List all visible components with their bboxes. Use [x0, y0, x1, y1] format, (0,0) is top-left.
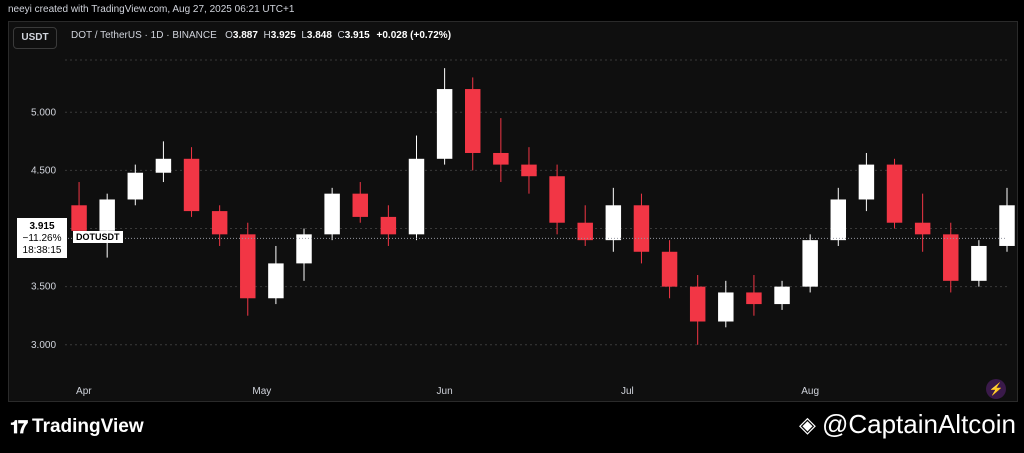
change-value: +0.028 (+0.72%) — [376, 30, 452, 41]
candle-body — [549, 176, 565, 223]
x-tick-label: Jun — [437, 386, 453, 397]
candle-body — [99, 199, 115, 231]
chart-legend: DOT / TetherUS · 1D · BINANCE O3.887 H3.… — [71, 30, 451, 41]
candle-body — [240, 234, 256, 299]
candle-body — [802, 240, 818, 287]
binance-diamond-icon: ◈ — [799, 411, 816, 437]
currency-button[interactable]: USDT — [13, 27, 57, 49]
candle-body — [914, 222, 931, 235]
candle-body — [296, 234, 312, 264]
y-tick-label: 4.500 — [31, 165, 56, 176]
footer-handle-text: @CaptainAltcoin — [821, 409, 1016, 439]
x-tick-label: Aug — [801, 386, 819, 397]
close-label: C — [337, 30, 345, 41]
footer-watermark: ◈ @CaptainAltcoin — [799, 409, 1016, 440]
credit-line: neeyi created with TradingView.com, Aug … — [8, 4, 295, 15]
current-price: 3.915 — [29, 221, 55, 233]
tradingview-logo: 𝟏𝟕 TradingView — [10, 416, 144, 438]
candle-body — [268, 263, 284, 299]
y-tick-label: 3.500 — [31, 282, 56, 293]
high-value: 3.925 — [270, 30, 296, 41]
candle-body — [436, 89, 453, 159]
chart-panel[interactable]: 3.0003.5004.0004.5005.000AprMayJunJulAug… — [8, 21, 1018, 402]
current-price-marker: 3.915 −11.26% 18:38:15 — [17, 218, 67, 259]
price-change-percent: −11.26% — [22, 233, 62, 245]
candle-body — [689, 286, 706, 322]
low-value: 3.848 — [306, 30, 332, 41]
candle-body — [774, 286, 790, 305]
legend-symbol: DOT / TetherUS · 1D · BINANCE — [71, 30, 217, 41]
candle-body — [408, 158, 425, 235]
bar-countdown: 18:38:15 — [22, 245, 62, 257]
close-value: 3.915 — [344, 30, 370, 41]
x-tick-label: Apr — [76, 386, 92, 397]
candle-body — [830, 199, 847, 241]
symbol-tag: DOTUSDT — [73, 231, 123, 244]
candle-body — [380, 216, 397, 235]
high-label: H — [263, 30, 271, 41]
candle-body — [464, 89, 481, 153]
candle-body — [521, 164, 537, 177]
candle-body — [352, 193, 368, 217]
y-tick-label: 5.000 — [31, 107, 56, 118]
candle-body — [661, 251, 678, 287]
lightning-icon[interactable]: ⚡ — [986, 379, 1006, 399]
x-tick-label: May — [252, 386, 271, 397]
candle-body — [943, 234, 959, 281]
candle-body — [211, 211, 228, 235]
candle-body — [605, 205, 622, 241]
candle-body — [155, 158, 172, 173]
footer-brand: TradingView — [32, 416, 144, 437]
candle-body — [858, 164, 875, 200]
candle-body — [971, 245, 987, 281]
candle-body — [886, 164, 903, 223]
candle-body — [633, 205, 650, 252]
candle-body — [746, 292, 762, 305]
candle-body — [71, 205, 87, 231]
candle-body — [577, 222, 593, 241]
candle-body — [999, 205, 1015, 246]
y-tick-label: 3.000 — [31, 340, 56, 351]
candle-body — [493, 152, 509, 165]
candlestick-chart[interactable]: 3.0003.5004.0004.5005.000AprMayJunJulAug… — [9, 22, 1019, 403]
x-tick-label: Jul — [621, 386, 634, 397]
candle-body — [183, 158, 200, 212]
tradingview-mark-icon: 𝟏𝟕 — [10, 416, 28, 437]
open-value: 3.887 — [232, 30, 258, 41]
low-label: L — [301, 30, 307, 41]
candle-body — [127, 172, 144, 200]
candle-body — [324, 193, 340, 235]
open-label: O — [225, 30, 233, 41]
candle-body — [718, 292, 734, 322]
